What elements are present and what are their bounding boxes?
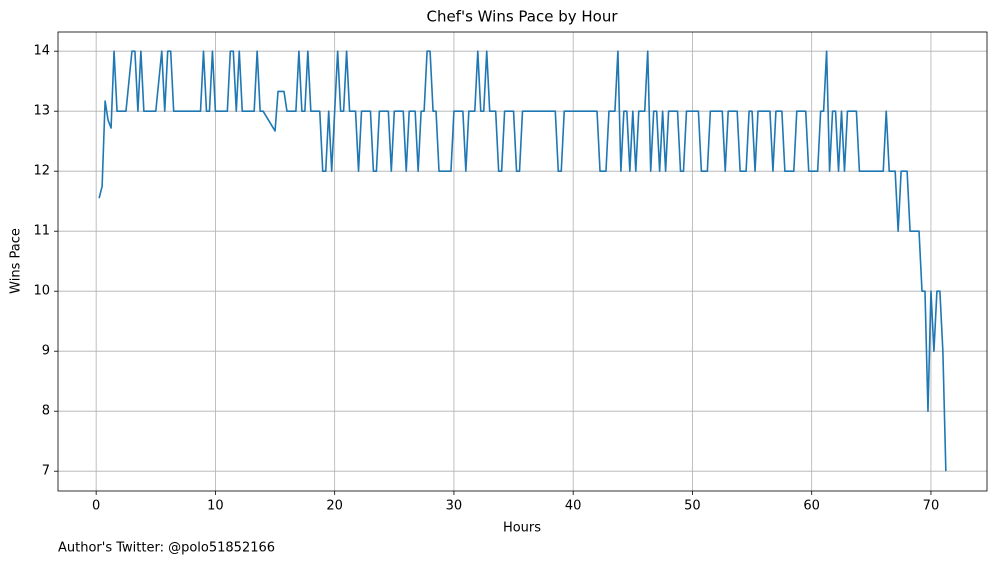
x-tick-label: 30 bbox=[446, 499, 463, 514]
x-axis-label: Hours bbox=[503, 521, 541, 536]
y-tick-label: 7 bbox=[42, 464, 50, 479]
x-tick-label: 60 bbox=[803, 499, 820, 514]
x-tick-label: 40 bbox=[565, 499, 582, 514]
y-axis-label: Wins Pace bbox=[9, 228, 24, 294]
plot-frame bbox=[57, 31, 988, 492]
y-tick-label: 12 bbox=[33, 164, 50, 179]
x-tick-label: 10 bbox=[207, 499, 224, 514]
y-tick-label: 11 bbox=[33, 224, 50, 239]
y-tick-label: 8 bbox=[42, 404, 50, 419]
x-tick-label: 50 bbox=[684, 499, 701, 514]
chart-title: Chef's Wins Pace by Hour bbox=[426, 8, 618, 26]
x-tick-label: 20 bbox=[326, 499, 343, 514]
y-tick-label: 14 bbox=[33, 44, 50, 59]
annotation: Author's Twitter: @polo51852166 bbox=[58, 541, 275, 556]
data-line bbox=[98, 50, 947, 472]
y-tick-label: 13 bbox=[33, 104, 50, 119]
y-tick-label: 10 bbox=[33, 284, 50, 299]
x-tick-label: 0 bbox=[92, 499, 100, 514]
x-tick-label: 70 bbox=[923, 499, 940, 514]
y-tick-label: 9 bbox=[42, 344, 50, 359]
